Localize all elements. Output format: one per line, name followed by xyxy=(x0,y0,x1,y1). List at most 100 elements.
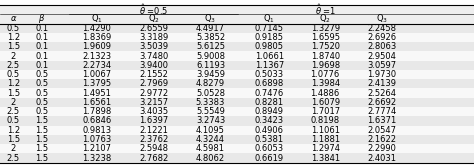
Bar xyxy=(0,51,474,61)
Text: 0.5: 0.5 xyxy=(7,116,20,125)
Text: $\hat{\theta}$ =1: $\hat{\theta}$ =1 xyxy=(315,2,336,17)
Text: 2.5: 2.5 xyxy=(7,107,20,116)
Text: $\beta$: $\beta$ xyxy=(38,12,45,25)
Text: 2.5: 2.5 xyxy=(7,154,20,163)
Bar xyxy=(0,79,474,88)
Text: 2.9504: 2.9504 xyxy=(368,51,396,60)
Text: 0.9185: 0.9185 xyxy=(255,33,284,42)
Text: 2.6692: 2.6692 xyxy=(367,98,397,107)
Text: 5.5549: 5.5549 xyxy=(196,107,225,116)
Text: 5.6125: 5.6125 xyxy=(196,42,225,51)
Bar xyxy=(0,153,474,163)
Bar xyxy=(0,144,474,153)
Text: 1.7017: 1.7017 xyxy=(310,107,340,116)
Text: 0.7476: 0.7476 xyxy=(255,89,284,98)
Text: 3.2743: 3.2743 xyxy=(196,116,225,125)
Text: 0.6898: 0.6898 xyxy=(255,79,284,88)
Text: 0.5: 0.5 xyxy=(35,107,48,116)
Text: 0.9805: 0.9805 xyxy=(255,42,284,51)
Text: 1.5: 1.5 xyxy=(35,116,48,125)
Bar xyxy=(0,98,474,107)
Text: 1.5: 1.5 xyxy=(35,154,48,163)
Text: 1.2: 1.2 xyxy=(7,33,20,42)
Text: 0.5: 0.5 xyxy=(35,70,48,79)
Text: 0.8281: 0.8281 xyxy=(255,98,284,107)
Text: 1.5: 1.5 xyxy=(7,42,20,51)
Text: 1.9730: 1.9730 xyxy=(367,70,397,79)
Text: 3.2157: 3.2157 xyxy=(139,98,168,107)
Text: 2.9772: 2.9772 xyxy=(139,89,168,98)
Text: $\hat{\theta}$ =0.5: $\hat{\theta}$ =0.5 xyxy=(139,2,168,17)
Text: 0.5: 0.5 xyxy=(7,70,20,79)
Text: 1.1881: 1.1881 xyxy=(310,135,340,144)
Text: 2.1622: 2.1622 xyxy=(367,135,397,144)
Text: 0.6053: 0.6053 xyxy=(255,144,284,153)
Text: 2.7774: 2.7774 xyxy=(367,107,397,116)
Text: 4.1095: 4.1095 xyxy=(196,126,225,135)
Text: 2.6926: 2.6926 xyxy=(367,33,397,42)
Text: 4.5981: 4.5981 xyxy=(196,144,225,153)
Text: 0.1: 0.1 xyxy=(35,61,48,70)
Text: 2.7969: 2.7969 xyxy=(139,79,168,88)
Text: 5.3852: 5.3852 xyxy=(196,33,225,42)
Text: 2.2990: 2.2990 xyxy=(368,144,396,153)
Text: 2.7682: 2.7682 xyxy=(139,154,168,163)
Text: 4.8279: 4.8279 xyxy=(196,79,225,88)
Text: 0.3423: 0.3423 xyxy=(255,116,284,125)
Text: 1.8740: 1.8740 xyxy=(310,51,340,60)
Text: 2.5948: 2.5948 xyxy=(139,144,168,153)
Bar xyxy=(0,61,474,70)
Text: 1.0763: 1.0763 xyxy=(82,135,111,144)
Text: 0.9813: 0.9813 xyxy=(82,126,111,135)
Text: 1.4951: 1.4951 xyxy=(82,89,111,98)
Text: 4.8062: 4.8062 xyxy=(196,154,225,163)
Text: 1.0067: 1.0067 xyxy=(82,70,111,79)
Text: 3.5039: 3.5039 xyxy=(139,42,168,51)
Text: 3.7480: 3.7480 xyxy=(139,51,168,60)
Text: 2.5: 2.5 xyxy=(7,61,20,70)
Text: 0.5033: 0.5033 xyxy=(255,70,284,79)
Text: 6.1193: 6.1193 xyxy=(196,61,225,70)
Bar xyxy=(0,42,474,51)
Text: 0.6619: 0.6619 xyxy=(255,154,284,163)
Text: Q$_1$: Q$_1$ xyxy=(264,13,275,25)
Text: 0.8198: 0.8198 xyxy=(310,116,340,125)
Text: 1.9698: 1.9698 xyxy=(310,61,340,70)
Text: 1.5: 1.5 xyxy=(35,126,48,135)
Text: 3.3189: 3.3189 xyxy=(139,33,168,42)
Text: 1.9609: 1.9609 xyxy=(82,42,111,51)
Bar xyxy=(0,33,474,42)
Text: 0.5: 0.5 xyxy=(35,79,48,88)
Text: 0.5: 0.5 xyxy=(35,89,48,98)
Text: 1.6371: 1.6371 xyxy=(367,116,397,125)
Text: 2.5264: 2.5264 xyxy=(367,89,397,98)
Text: 2.0547: 2.0547 xyxy=(367,126,397,135)
Text: 1.6397: 1.6397 xyxy=(139,116,168,125)
Text: 2.8063: 2.8063 xyxy=(367,42,397,51)
Text: $\alpha$: $\alpha$ xyxy=(9,14,17,23)
Text: 3.9459: 3.9459 xyxy=(196,70,225,79)
Text: 2: 2 xyxy=(10,51,16,60)
Text: 0.5381: 0.5381 xyxy=(255,135,284,144)
Text: 1.5: 1.5 xyxy=(7,89,20,98)
Text: 1.3238: 1.3238 xyxy=(82,154,111,163)
Text: Q$_3$: Q$_3$ xyxy=(204,13,217,25)
Text: 2: 2 xyxy=(10,144,16,153)
Text: 4.4917: 4.4917 xyxy=(196,24,225,33)
Text: 3.9400: 3.9400 xyxy=(139,61,168,70)
Text: 0.1: 0.1 xyxy=(35,33,48,42)
Text: Q$_1$: Q$_1$ xyxy=(91,13,102,25)
Text: 5.3383: 5.3383 xyxy=(196,98,225,107)
Text: 0.5: 0.5 xyxy=(7,24,20,33)
Bar xyxy=(0,135,474,144)
Text: 1.0776: 1.0776 xyxy=(310,70,340,79)
Text: 1.1061: 1.1061 xyxy=(310,126,340,135)
Text: 2.4031: 2.4031 xyxy=(367,154,397,163)
Text: 3.4035: 3.4035 xyxy=(139,107,168,116)
Bar xyxy=(0,125,474,135)
Bar xyxy=(0,5,474,14)
Text: 1.7898: 1.7898 xyxy=(82,107,111,116)
Text: 1.4886: 1.4886 xyxy=(310,89,340,98)
Text: 0.8949: 0.8949 xyxy=(255,107,284,116)
Text: 1.2107: 1.2107 xyxy=(82,144,111,153)
